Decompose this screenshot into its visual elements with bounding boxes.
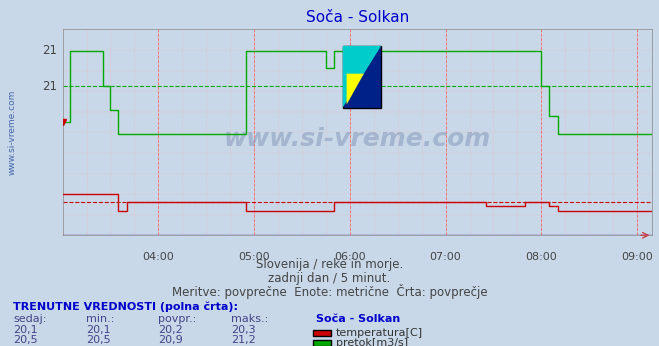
Text: www.si-vreme.com: www.si-vreme.com: [8, 90, 17, 175]
Text: 20,9: 20,9: [158, 335, 183, 345]
Text: 20,5: 20,5: [86, 335, 110, 345]
Text: TRENUTNE VREDNOSTI (polna črta):: TRENUTNE VREDNOSTI (polna črta):: [13, 301, 238, 312]
Text: 21: 21: [42, 80, 57, 93]
Text: 21: 21: [42, 44, 57, 57]
Text: 06:00: 06:00: [334, 252, 366, 262]
Text: 20,1: 20,1: [86, 325, 110, 335]
Text: min.:: min.:: [86, 315, 114, 325]
Text: 20,3: 20,3: [231, 325, 255, 335]
Text: zadnji dan / 5 minut.: zadnji dan / 5 minut.: [268, 272, 391, 285]
Text: 20,1: 20,1: [13, 325, 38, 335]
Polygon shape: [343, 46, 381, 108]
Text: 07:00: 07:00: [430, 252, 461, 262]
Text: 20,2: 20,2: [158, 325, 183, 335]
Text: 04:00: 04:00: [142, 252, 174, 262]
Text: 09:00: 09:00: [621, 252, 653, 262]
Text: pretok[m3/s]: pretok[m3/s]: [336, 338, 408, 346]
Text: Slovenija / reke in morje.: Slovenija / reke in morje.: [256, 258, 403, 271]
Text: temperatura[C]: temperatura[C]: [336, 328, 423, 338]
Title: Soča - Solkan: Soča - Solkan: [306, 10, 409, 26]
Text: sedaj:: sedaj:: [13, 315, 47, 325]
Text: maks.:: maks.:: [231, 315, 268, 325]
Text: povpr.:: povpr.:: [158, 315, 196, 325]
Text: 21,2: 21,2: [231, 335, 256, 345]
Text: www.si-vreme.com: www.si-vreme.com: [224, 127, 491, 151]
Polygon shape: [347, 74, 364, 104]
Text: 08:00: 08:00: [525, 252, 558, 262]
Text: Soča - Solkan: Soča - Solkan: [316, 315, 401, 325]
FancyBboxPatch shape: [343, 46, 381, 108]
Text: 05:00: 05:00: [239, 252, 270, 262]
Text: Meritve: povprečne  Enote: metrične  Črta: povprečje: Meritve: povprečne Enote: metrične Črta:…: [172, 284, 487, 299]
Text: 20,5: 20,5: [13, 335, 38, 345]
